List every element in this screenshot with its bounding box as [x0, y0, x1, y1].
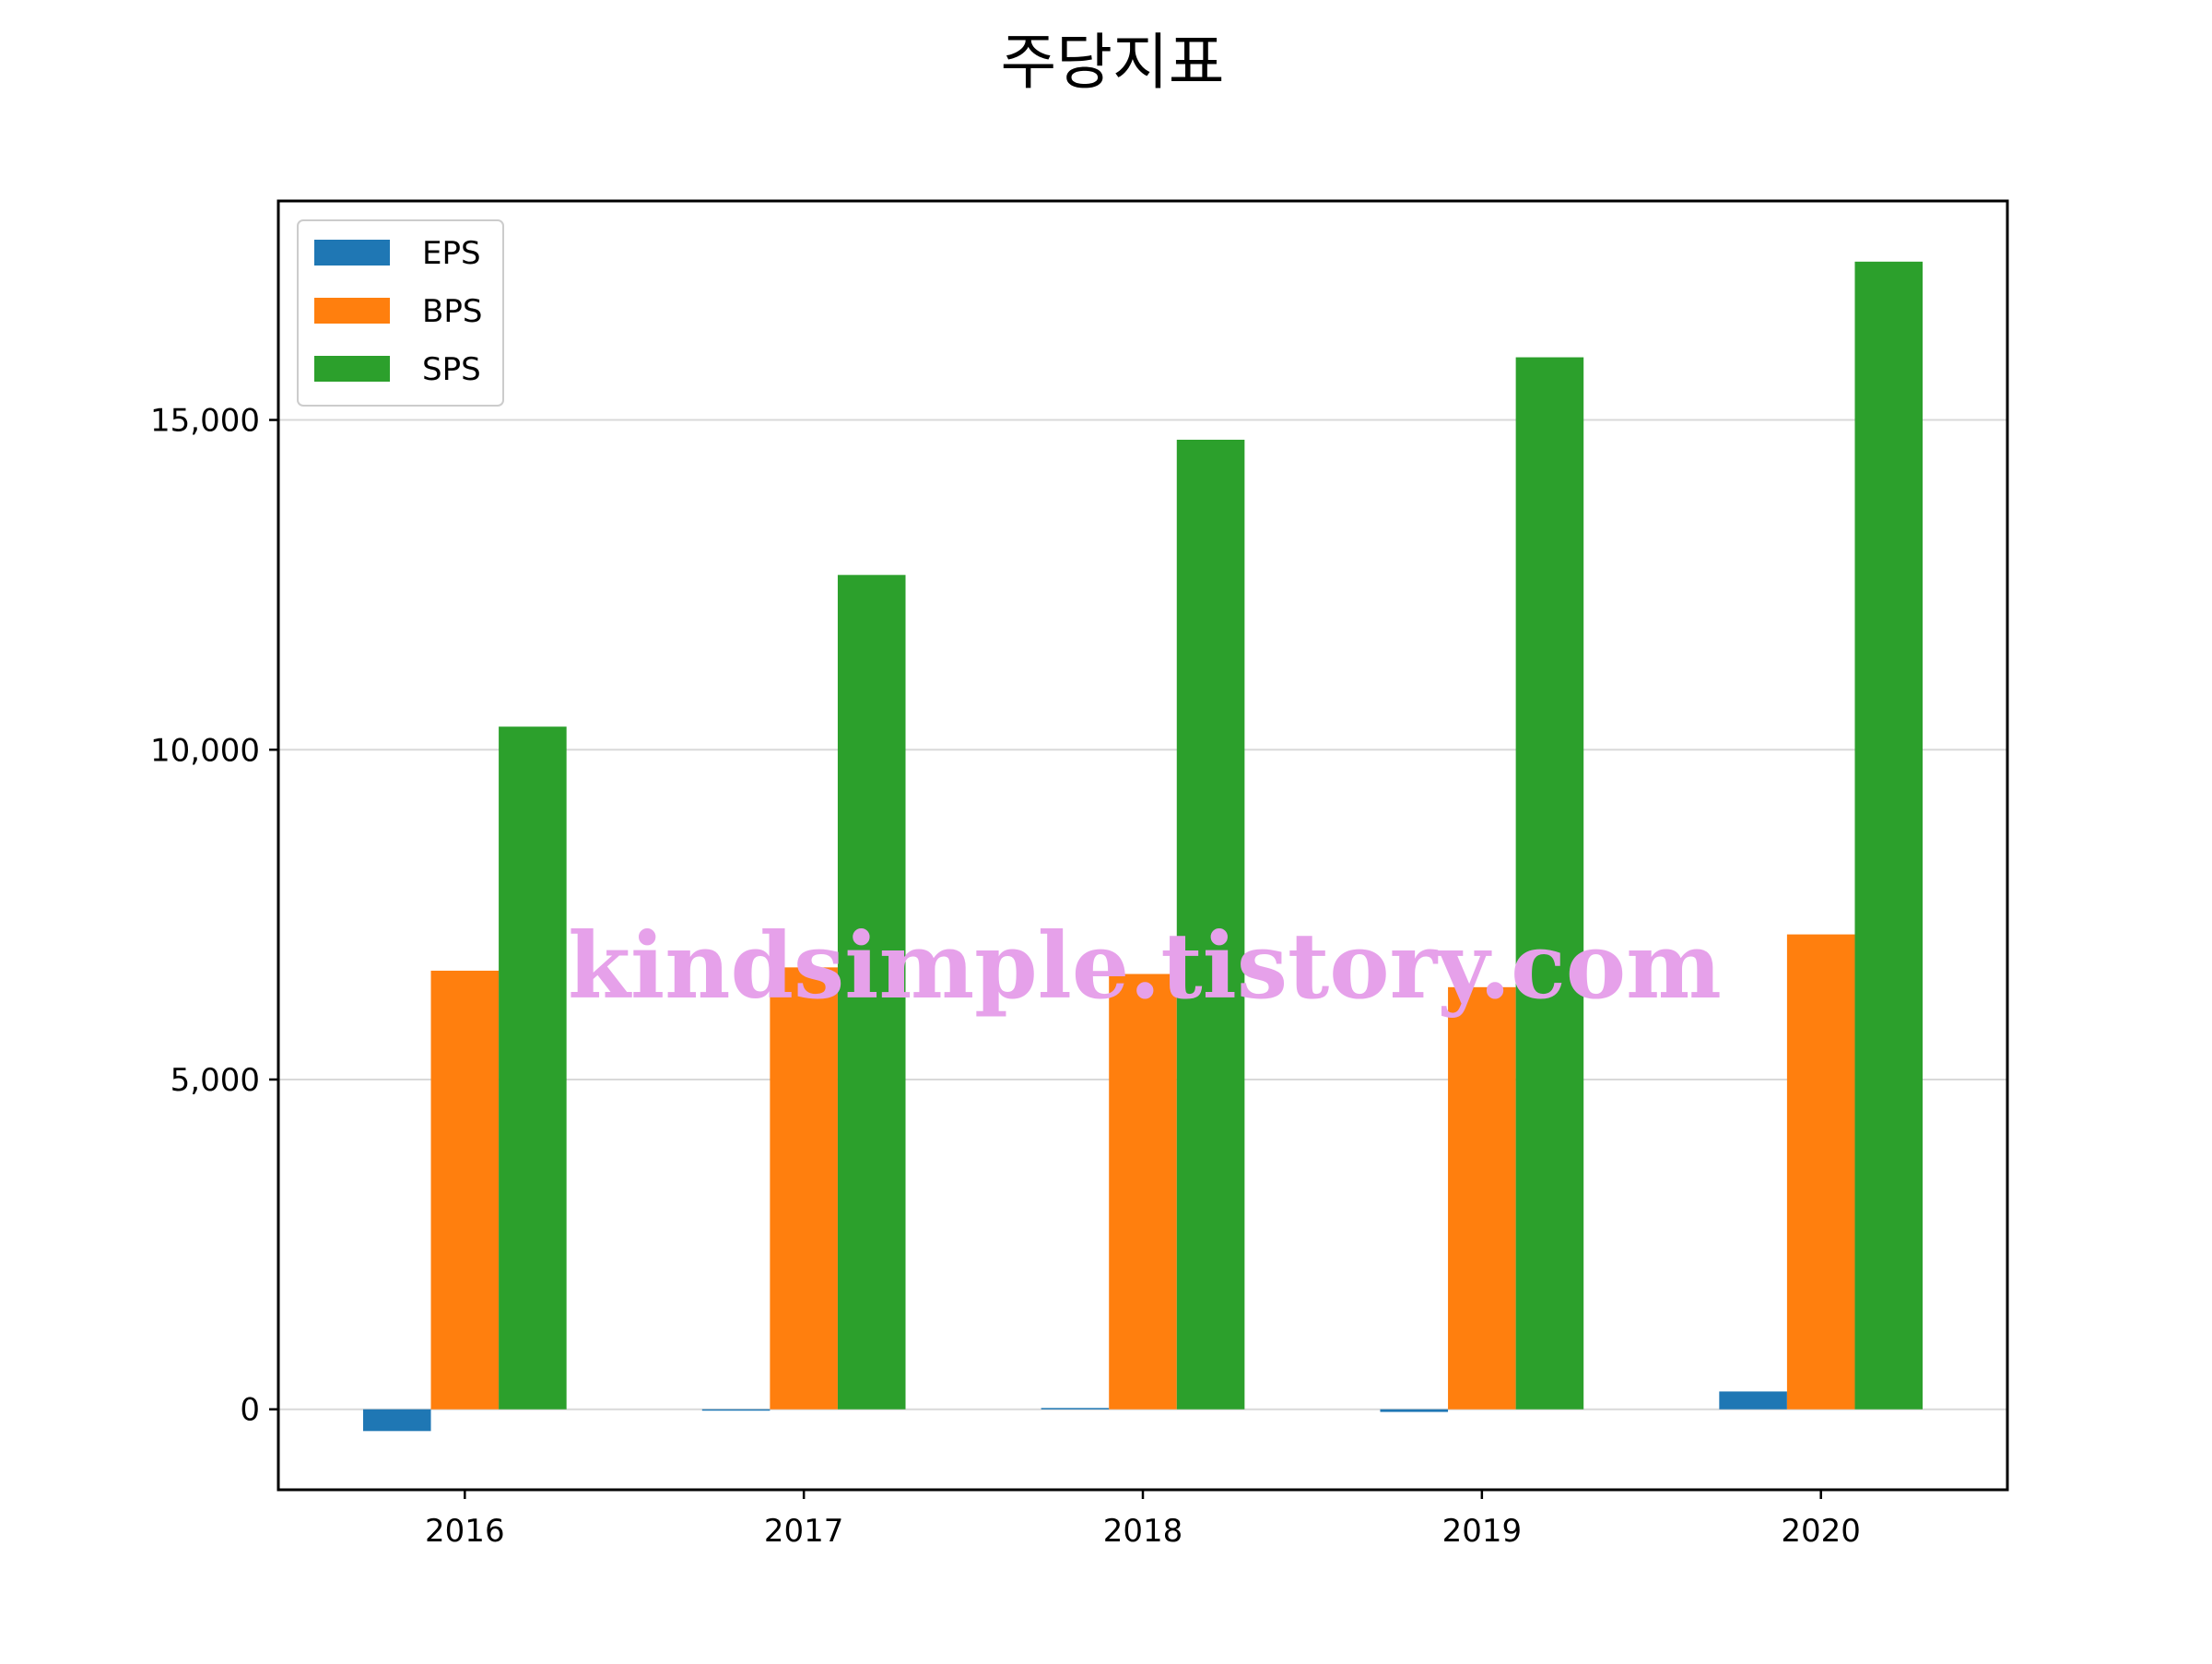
y-tick-label: 0 [240, 1392, 260, 1429]
bar-bps-2018 [1109, 974, 1177, 1410]
legend: EPS BPS SPS [297, 219, 504, 407]
bar-bps-2020 [1786, 934, 1855, 1410]
legend-swatch-sps [314, 356, 390, 382]
bar-bps-2016 [430, 970, 500, 1410]
grid-lines [278, 419, 2007, 1410]
x-tick-label: 2017 [764, 1513, 844, 1550]
legend-swatch-eps [314, 240, 390, 266]
x-tick-label: 2018 [1103, 1513, 1183, 1550]
legend-label-sps: SPS [422, 351, 481, 388]
bar-sps-2017 [837, 574, 906, 1410]
x-tick-label: 2020 [1781, 1513, 1861, 1550]
watermark-text: kindsimple.tistory.com [568, 914, 1722, 1020]
legend-label-eps: EPS [422, 235, 481, 272]
y-tick-label: 15,000 [150, 403, 260, 440]
legend-label-bps: BPS [422, 293, 482, 330]
x-tick-label: 2016 [425, 1513, 505, 1550]
y-axis-ticks: 0 5,000 10,000 15,000 [150, 403, 278, 1429]
x-tick-label: 2019 [1442, 1513, 1523, 1550]
bar-bps-2019 [1448, 986, 1516, 1410]
bar-sps-2020 [1854, 261, 1924, 1410]
legend-swatch-bps [314, 298, 390, 324]
bar-sps-2018 [1176, 439, 1245, 1410]
chart-title: 주당지표 [1001, 27, 1225, 98]
bar-eps-2019 [1380, 1409, 1449, 1412]
bar-eps-2018 [1041, 1408, 1110, 1410]
bar-bps-2017 [770, 967, 838, 1410]
x-axis-ticks: 2016 2017 2018 2019 2020 [425, 1490, 1861, 1550]
bar-eps-2016 [362, 1409, 431, 1432]
bar-eps-2017 [701, 1409, 771, 1411]
y-tick-label: 5,000 [171, 1062, 260, 1099]
bar-sps-2016 [499, 726, 567, 1410]
bars [362, 261, 1924, 1432]
bar-eps-2020 [1719, 1391, 1787, 1410]
bar-sps-2019 [1515, 357, 1584, 1410]
plot-frame [276, 199, 2009, 1492]
y-tick-label: 10,000 [150, 732, 260, 769]
